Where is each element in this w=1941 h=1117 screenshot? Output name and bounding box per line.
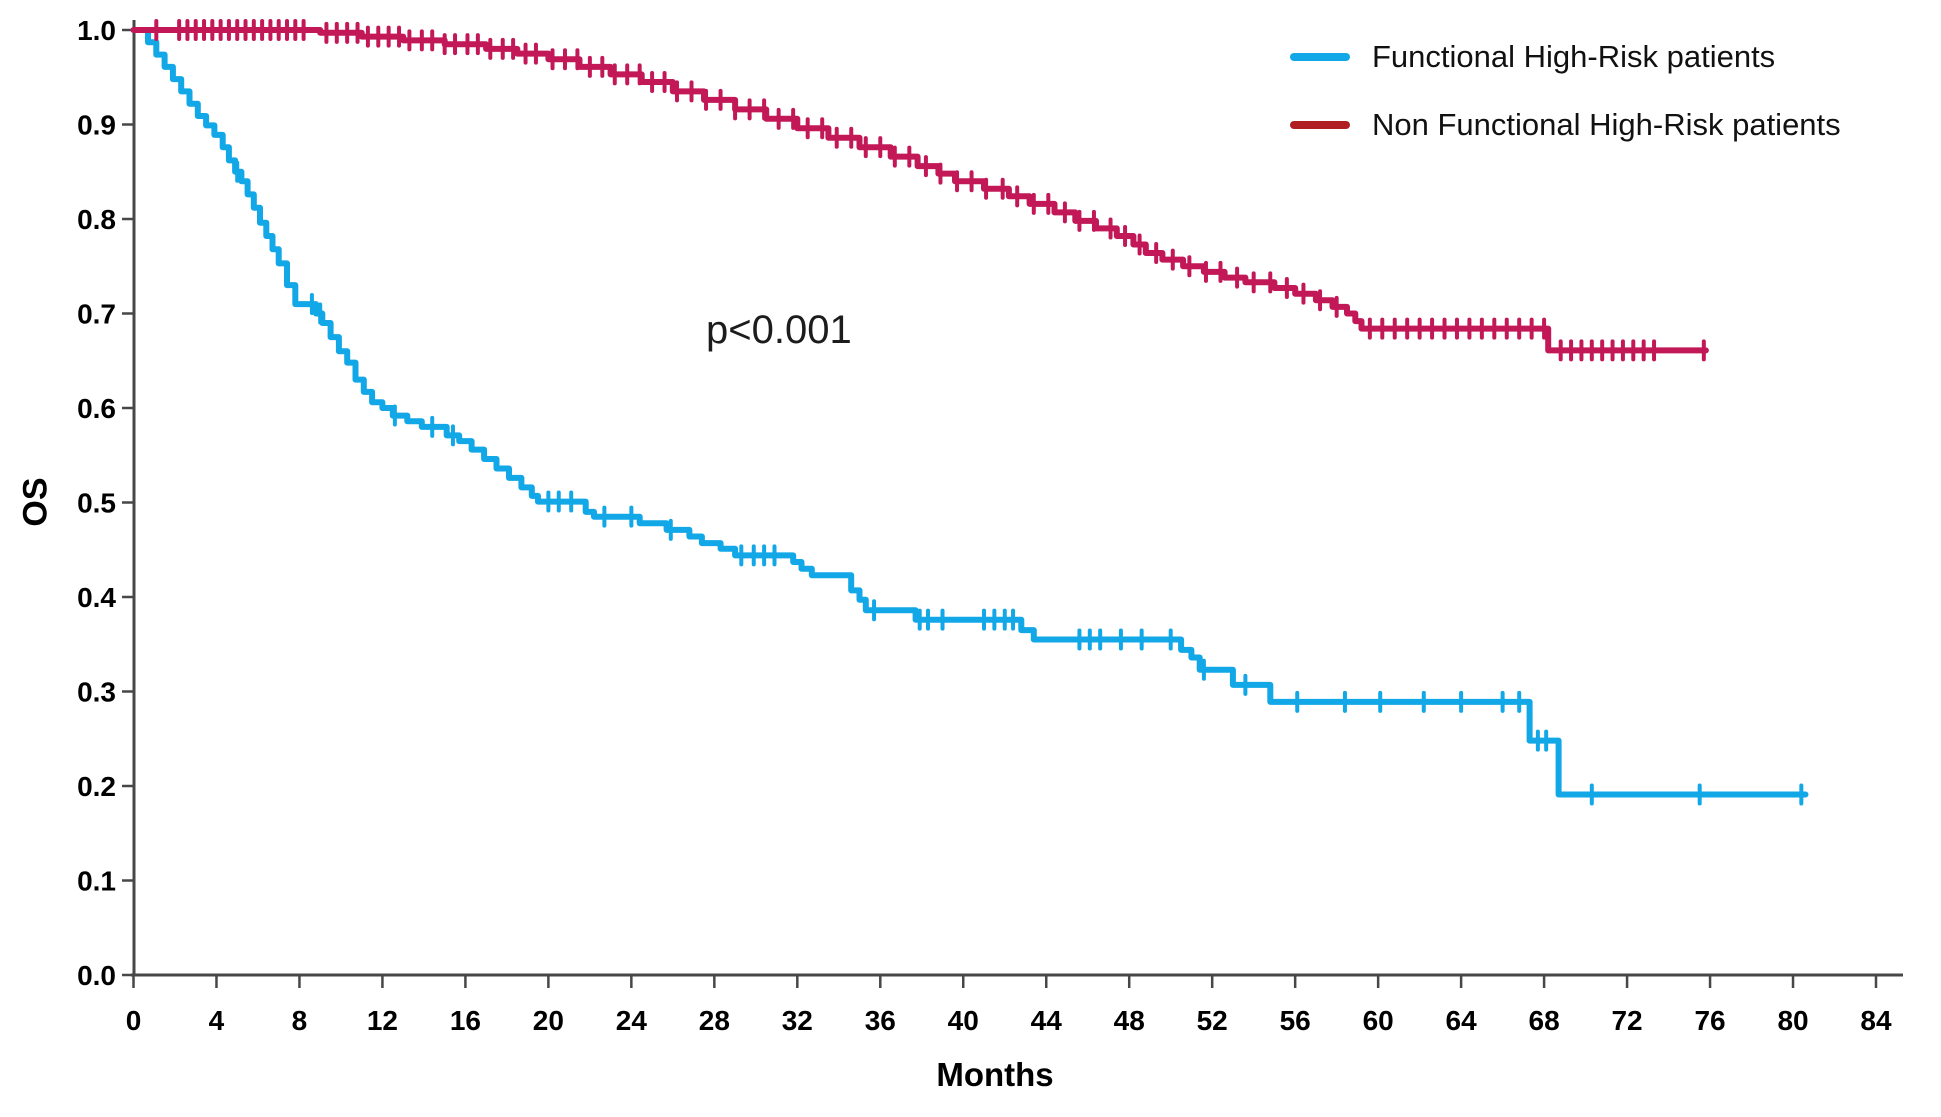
km-curve-functional xyxy=(130,27,1809,798)
y-tick-label: 0.9 xyxy=(77,110,116,141)
x-tick-label: 52 xyxy=(1197,1005,1228,1036)
x-tick-label: 40 xyxy=(948,1005,979,1036)
x-tick-label: 20 xyxy=(533,1005,564,1036)
y-tick-label: 0.2 xyxy=(77,771,116,802)
x-tick-label: 56 xyxy=(1280,1005,1311,1036)
legend-swatch-nonfunctional-line xyxy=(1290,121,1350,129)
x-tick-label: 4 xyxy=(209,1005,225,1036)
x-axis-title: Months xyxy=(936,1056,1054,1093)
x-tick-label: 32 xyxy=(782,1005,813,1036)
x-tick-label: 80 xyxy=(1777,1005,1808,1036)
x-tick-label: 0 xyxy=(126,1005,142,1036)
x-tick-label: 64 xyxy=(1446,1005,1478,1036)
y-tick-label: 0.0 xyxy=(77,960,116,991)
legend-item-nonfunctional: Non Functional High-Risk patients xyxy=(1290,106,1841,144)
x-tick-label: 36 xyxy=(865,1005,896,1036)
x-tick-label: 48 xyxy=(1114,1005,1145,1036)
x-tick-label: 8 xyxy=(292,1005,308,1036)
y-tick-label: 0.8 xyxy=(77,204,116,235)
x-tick-label: 28 xyxy=(699,1005,730,1036)
y-tick-label: 1.0 xyxy=(77,15,116,46)
legend-item-functional: Functional High-Risk patients xyxy=(1290,38,1841,76)
x-tick-label: 72 xyxy=(1611,1005,1642,1036)
y-tick-label: 0.3 xyxy=(77,677,116,708)
legend-label-functional: Functional High-Risk patients xyxy=(1372,39,1776,74)
x-tick-label: 16 xyxy=(450,1005,481,1036)
x-tick-label: 44 xyxy=(1031,1005,1063,1036)
x-tick-label: 84 xyxy=(1860,1005,1892,1036)
y-axis-title: OS xyxy=(16,477,55,527)
y-tick-label: 0.4 xyxy=(77,582,116,613)
legend-swatch-functional-line xyxy=(1290,53,1350,61)
y-tick-label: 0.6 xyxy=(77,393,116,424)
y-tick-label: 0.7 xyxy=(77,299,116,330)
x-tick-label: 68 xyxy=(1529,1005,1560,1036)
y-tick-label: 0.5 xyxy=(77,488,116,519)
legend-label-nonfunctional: Non Functional High-Risk patients xyxy=(1372,107,1841,142)
p-value-annotation: p<0.001 xyxy=(706,308,852,352)
x-tick-label: 60 xyxy=(1363,1005,1394,1036)
x-tick-label: 24 xyxy=(616,1005,648,1036)
x-tick-label: 76 xyxy=(1694,1005,1725,1036)
x-tick-label: 12 xyxy=(367,1005,398,1036)
y-tick-label: 0.1 xyxy=(77,866,116,897)
legend: Functional High-Risk patients Non Functi… xyxy=(1290,38,1841,144)
